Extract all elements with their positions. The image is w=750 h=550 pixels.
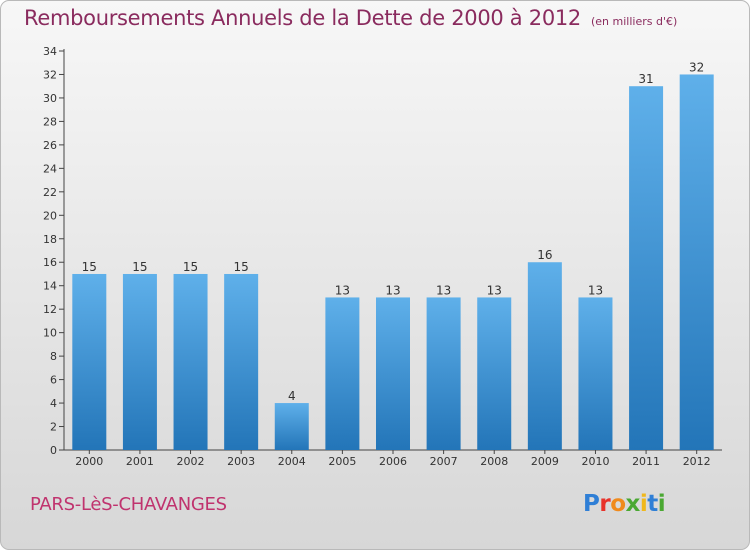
x-tick-label: 2004 [278,455,306,468]
bar [224,273,259,450]
data-label: 13 [436,283,451,297]
data-label: 4 [288,389,296,403]
data-label: 16 [537,248,552,262]
logo-letter: r [599,491,611,517]
y-tick-label: 18 [43,233,57,246]
chart-bars [72,74,714,451]
y-tick-label: 10 [43,327,57,340]
y-tick-label: 2 [50,421,57,434]
y-tick-label: 0 [50,444,57,457]
logo-letter: x [625,491,641,517]
data-label: 15 [82,260,97,274]
y-tick-label: 28 [43,115,57,128]
data-label: 13 [588,283,603,297]
x-tick-label: 2002 [177,455,205,468]
x-tick-label: 2012 [683,455,711,468]
x-tick-label: 2006 [379,455,407,468]
bar [426,297,461,450]
x-tick-label: 2011 [632,455,660,468]
x-tick-label: 2005 [328,455,356,468]
bar [629,86,664,451]
bar [679,74,714,451]
bar [477,297,512,450]
bar [527,262,562,450]
data-label: 15 [183,260,198,274]
logo-letter: t [647,491,658,517]
title-row: Remboursements Annuels de la Dette de 20… [24,6,677,30]
bar [376,297,410,450]
bar [578,297,613,450]
commune-name: PARS-LèS-CHAVANGES [30,494,227,515]
x-tick-label: 2003 [227,455,255,468]
x-tick-label: 2008 [480,455,508,468]
bar [72,273,107,450]
y-tick-label: 24 [43,162,57,175]
logo-letter: i [639,491,648,517]
data-label: 13 [385,283,400,297]
y-tick-label: 30 [43,92,57,105]
y-tick-label: 32 [43,68,57,81]
y-tick-label: 16 [43,256,57,269]
y-tick-label: 26 [43,139,57,152]
data-label: 31 [638,72,653,86]
data-label: 15 [234,260,249,274]
y-tick-label: 6 [50,374,57,387]
data-label: 13 [487,283,502,297]
chart-labels: 2000 15 2001 15 2002 15 2003 15 2004 4 2005 13 2006 1… [75,60,710,468]
proxiti-logo: Proxiti [583,491,666,517]
y-tick-label: 34 [43,45,57,58]
logo-letter: P [583,491,600,517]
x-tick-label: 2001 [126,455,154,468]
y-tick-label: 8 [50,350,57,363]
data-label: 13 [335,283,350,297]
chart-subtitle: (en milliers d'€) [591,15,678,28]
x-tick-label: 2007 [430,455,458,468]
bar [122,273,157,450]
y-tick-label: 20 [43,209,57,222]
bar [325,297,360,450]
bar [173,273,208,450]
y-tick-label: 12 [43,303,57,316]
x-tick-label: 2009 [531,455,559,468]
y-tick-label: 4 [50,397,57,410]
x-tick-label: 2000 [75,455,103,468]
bar [274,403,309,450]
y-tick-label: 22 [43,186,57,199]
x-tick-label: 2010 [581,455,609,468]
logo-letter: i [657,491,666,517]
logo-letter: o [610,491,626,517]
chart-title: Remboursements Annuels de la Dette de 20… [24,6,581,30]
data-label: 15 [132,260,147,274]
data-label: 32 [689,60,704,74]
y-tick-label: 14 [43,280,57,293]
